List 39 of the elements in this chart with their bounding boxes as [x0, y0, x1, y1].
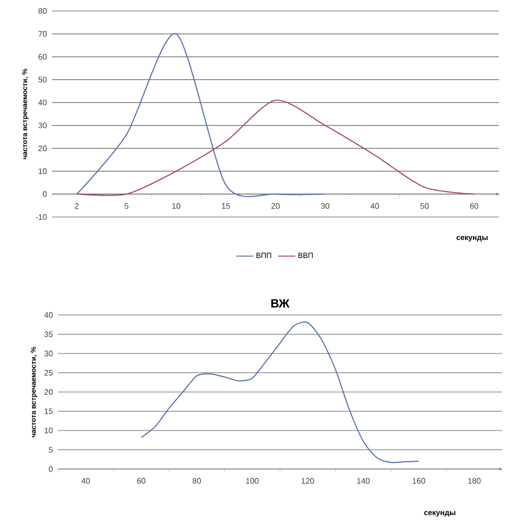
y-tick-label: 70: [38, 31, 47, 37]
x-tick-label: 120: [302, 478, 314, 484]
y-tick-label: 40: [38, 100, 47, 106]
y-tick-label: 20: [38, 146, 47, 152]
y-tick-label: 20: [44, 389, 53, 395]
x-tick-label: 10: [172, 203, 180, 209]
y-tick-label: 30: [44, 350, 53, 356]
x-tick-label: 40: [370, 203, 379, 209]
x-tick-label: 5: [124, 203, 128, 209]
y-tick-label: 15: [44, 408, 53, 414]
y-tick-label: 30: [38, 122, 47, 128]
line-series: [76, 100, 475, 196]
x-tick-label: 60: [137, 478, 146, 484]
y-tick-label: 80: [38, 8, 47, 14]
y-tick-label: 40: [44, 312, 53, 318]
y-tick-label: 60: [38, 54, 47, 60]
x-tick-label: 140: [357, 478, 370, 484]
line-series: [140, 322, 420, 464]
x-tick-label: 15: [222, 203, 230, 209]
y-tick-label: 5: [48, 446, 53, 453]
x-tick-label: 50: [420, 203, 429, 209]
x-tick-label: 80: [192, 478, 201, 484]
x-tick-label: 160: [412, 478, 426, 484]
x-tick-label: 60: [470, 203, 478, 209]
y-tick-label: 0: [42, 191, 47, 197]
y-tick-label: 25: [44, 370, 53, 376]
y-tick-label: 10: [44, 428, 53, 434]
x-tick-label: 180: [468, 478, 481, 484]
y-tick-label: 10: [38, 168, 47, 174]
chart-title: ВЖ: [271, 299, 290, 308]
x-tick-label: 30: [321, 203, 330, 209]
x-tick-label: 2: [75, 203, 79, 209]
y-tick-label: 35: [44, 331, 53, 338]
y-tick-label: -10: [36, 214, 47, 220]
x-tick-label: 100: [246, 478, 259, 484]
y-tick-label: 50: [38, 76, 47, 82]
y-tick-label: 0: [48, 466, 53, 472]
x-tick-label: 40: [81, 478, 90, 484]
x-tick-label: 20: [271, 203, 280, 209]
